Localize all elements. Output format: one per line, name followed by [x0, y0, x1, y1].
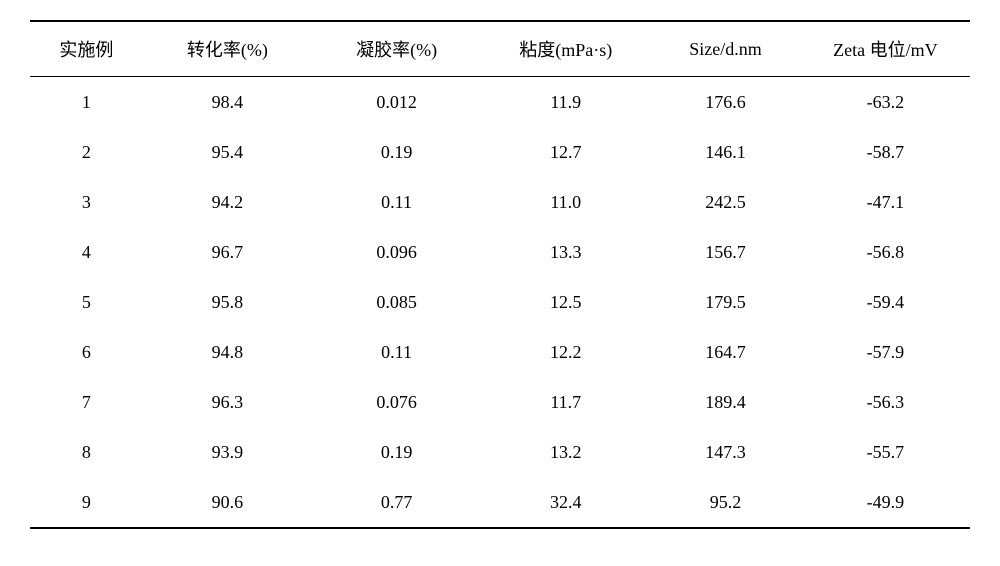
table-row: 5 95.8 0.085 12.5 179.5 -59.4: [30, 277, 970, 327]
cell-size: 156.7: [650, 227, 800, 277]
cell-zeta: -56.3: [801, 377, 970, 427]
cell-viscosity: 11.9: [481, 77, 650, 128]
header-conversion: 转化率(%): [143, 21, 312, 77]
cell-size: 189.4: [650, 377, 800, 427]
cell-conversion: 96.7: [143, 227, 312, 277]
cell-conversion: 90.6: [143, 477, 312, 528]
cell-example: 5: [30, 277, 143, 327]
table-row: 2 95.4 0.19 12.7 146.1 -58.7: [30, 127, 970, 177]
table-row: 4 96.7 0.096 13.3 156.7 -56.8: [30, 227, 970, 277]
cell-example: 4: [30, 227, 143, 277]
cell-size: 146.1: [650, 127, 800, 177]
cell-zeta: -58.7: [801, 127, 970, 177]
cell-zeta: -56.8: [801, 227, 970, 277]
table-row: 8 93.9 0.19 13.2 147.3 -55.7: [30, 427, 970, 477]
header-viscosity: 粘度(mPa·s): [481, 21, 650, 77]
cell-zeta: -63.2: [801, 77, 970, 128]
cell-gel-rate: 0.096: [312, 227, 481, 277]
cell-size: 95.2: [650, 477, 800, 528]
cell-gel-rate: 0.77: [312, 477, 481, 528]
cell-conversion: 96.3: [143, 377, 312, 427]
cell-viscosity: 11.7: [481, 377, 650, 427]
cell-conversion: 95.8: [143, 277, 312, 327]
table-row: 3 94.2 0.11 11.0 242.5 -47.1: [30, 177, 970, 227]
cell-viscosity: 13.2: [481, 427, 650, 477]
cell-size: 164.7: [650, 327, 800, 377]
cell-conversion: 93.9: [143, 427, 312, 477]
table-row: 6 94.8 0.11 12.2 164.7 -57.9: [30, 327, 970, 377]
cell-conversion: 94.2: [143, 177, 312, 227]
cell-size: 147.3: [650, 427, 800, 477]
data-table: 实施例 转化率(%) 凝胶率(%) 粘度(mPa·s) Size/d.nm Ze…: [30, 20, 970, 529]
header-size: Size/d.nm: [650, 21, 800, 77]
cell-example: 8: [30, 427, 143, 477]
cell-zeta: -49.9: [801, 477, 970, 528]
cell-gel-rate: 0.085: [312, 277, 481, 327]
cell-zeta: -55.7: [801, 427, 970, 477]
cell-conversion: 95.4: [143, 127, 312, 177]
cell-example: 7: [30, 377, 143, 427]
cell-viscosity: 12.2: [481, 327, 650, 377]
cell-viscosity: 13.3: [481, 227, 650, 277]
cell-viscosity: 32.4: [481, 477, 650, 528]
table-header-row: 实施例 转化率(%) 凝胶率(%) 粘度(mPa·s) Size/d.nm Ze…: [30, 21, 970, 77]
header-gel-rate: 凝胶率(%): [312, 21, 481, 77]
cell-conversion: 98.4: [143, 77, 312, 128]
cell-example: 9: [30, 477, 143, 528]
cell-size: 179.5: [650, 277, 800, 327]
cell-zeta: -57.9: [801, 327, 970, 377]
cell-example: 3: [30, 177, 143, 227]
cell-example: 2: [30, 127, 143, 177]
table-row: 9 90.6 0.77 32.4 95.2 -49.9: [30, 477, 970, 528]
cell-viscosity: 11.0: [481, 177, 650, 227]
cell-viscosity: 12.7: [481, 127, 650, 177]
cell-gel-rate: 0.076: [312, 377, 481, 427]
cell-gel-rate: 0.19: [312, 127, 481, 177]
cell-gel-rate: 0.11: [312, 327, 481, 377]
table-row: 7 96.3 0.076 11.7 189.4 -56.3: [30, 377, 970, 427]
cell-gel-rate: 0.11: [312, 177, 481, 227]
cell-viscosity: 12.5: [481, 277, 650, 327]
cell-gel-rate: 0.012: [312, 77, 481, 128]
cell-conversion: 94.8: [143, 327, 312, 377]
cell-zeta: -47.1: [801, 177, 970, 227]
header-zeta: Zeta 电位/mV: [801, 21, 970, 77]
cell-zeta: -59.4: [801, 277, 970, 327]
cell-example: 1: [30, 77, 143, 128]
cell-gel-rate: 0.19: [312, 427, 481, 477]
table-row: 1 98.4 0.012 11.9 176.6 -63.2: [30, 77, 970, 128]
header-example: 实施例: [30, 21, 143, 77]
cell-example: 6: [30, 327, 143, 377]
table-body: 1 98.4 0.012 11.9 176.6 -63.2 2 95.4 0.1…: [30, 77, 970, 529]
cell-size: 176.6: [650, 77, 800, 128]
cell-size: 242.5: [650, 177, 800, 227]
